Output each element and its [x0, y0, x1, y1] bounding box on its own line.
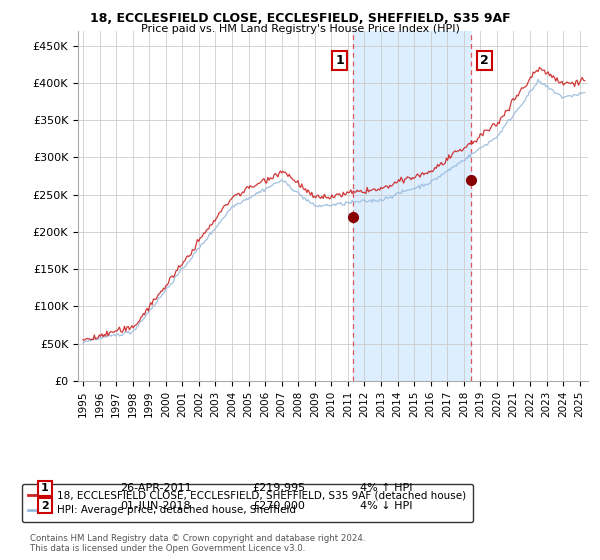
- Text: 26-APR-2011: 26-APR-2011: [120, 483, 191, 493]
- Text: 1: 1: [335, 54, 344, 67]
- Text: 01-JUN-2018: 01-JUN-2018: [120, 501, 191, 511]
- Text: 2: 2: [41, 501, 49, 511]
- Text: £270,000: £270,000: [252, 501, 305, 511]
- Text: 4% ↓ HPI: 4% ↓ HPI: [360, 501, 413, 511]
- Text: 1: 1: [41, 483, 49, 493]
- Legend: 18, ECCLESFIELD CLOSE, ECCLESFIELD, SHEFFIELD, S35 9AF (detached house), HPI: Av: 18, ECCLESFIELD CLOSE, ECCLESFIELD, SHEF…: [22, 484, 473, 522]
- Bar: [353, 31, 471, 381]
- Text: Contains HM Land Registry data © Crown copyright and database right 2024.
This d: Contains HM Land Registry data © Crown c…: [30, 534, 365, 553]
- Bar: [353, 31, 471, 381]
- Text: 18, ECCLESFIELD CLOSE, ECCLESFIELD, SHEFFIELD, S35 9AF: 18, ECCLESFIELD CLOSE, ECCLESFIELD, SHEF…: [89, 12, 511, 25]
- Text: £219,995: £219,995: [252, 483, 305, 493]
- Text: 2: 2: [479, 54, 488, 67]
- Text: Price paid vs. HM Land Registry's House Price Index (HPI): Price paid vs. HM Land Registry's House …: [140, 24, 460, 34]
- Text: 4% ↑ HPI: 4% ↑ HPI: [360, 483, 413, 493]
